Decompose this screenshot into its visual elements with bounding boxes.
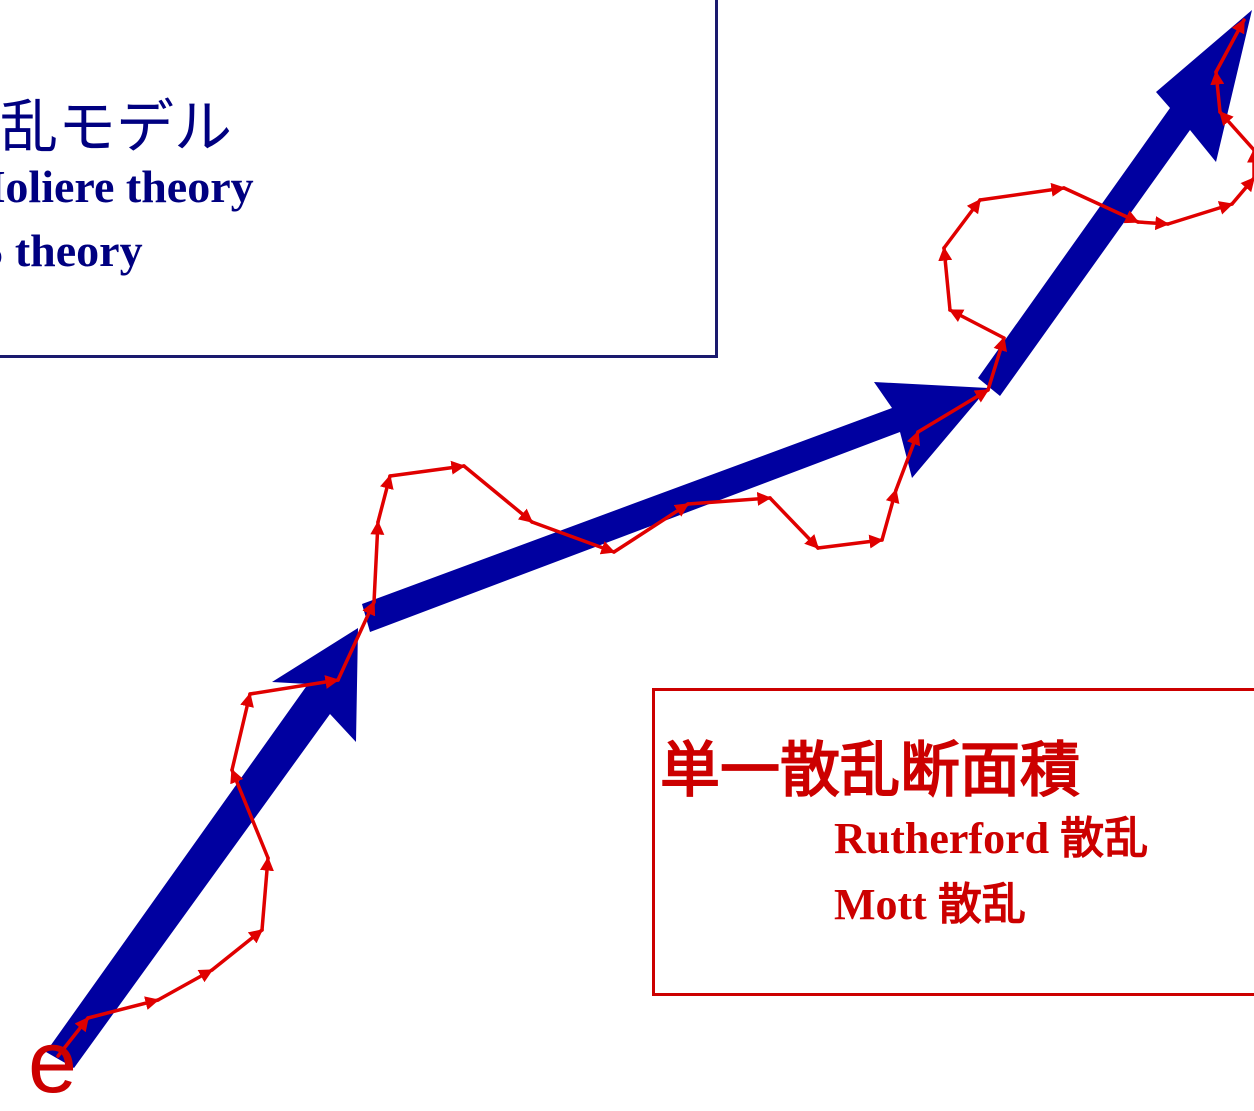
scattering-step-arrow <box>462 464 534 524</box>
rutherford-scattering-label: Rutherford 散乱 <box>834 814 1149 863</box>
scattering-step-arrow <box>1218 110 1254 152</box>
scattering-step-arrow <box>56 1016 90 1058</box>
single-scattering-steps <box>56 18 1254 1058</box>
scattering-step-arrow <box>938 246 953 312</box>
scattering-step-arrow <box>816 534 884 550</box>
scattering-step-arrow <box>1230 176 1254 206</box>
main-arrow-segment-2 <box>362 382 988 632</box>
scattering-step-arrow <box>530 520 616 555</box>
main-arrow-segment-3 <box>978 10 1252 396</box>
scattering-step-arrow <box>210 928 264 972</box>
scattering-step-arrow <box>230 692 254 772</box>
main-arrow-segment-1 <box>46 628 358 1068</box>
scattering-step-arrow <box>1136 216 1170 231</box>
multiple-scattering-title: 散乱モデル <box>0 93 233 161</box>
scattering-step-arrow <box>388 460 466 478</box>
scattering-step-arrow <box>86 996 160 1020</box>
scattering-step-arrow <box>978 182 1066 202</box>
scattering-step-arrow <box>156 968 214 1002</box>
single-scattering-title: 単一散乱断面積 <box>660 736 1080 806</box>
scattering-step-arrow <box>686 491 772 506</box>
scattering-step-arrow <box>986 336 1007 392</box>
scattering-step-arrow <box>248 675 340 696</box>
scattering-step-arrow <box>942 198 982 250</box>
scattering-step-arrow <box>259 856 274 932</box>
scattering-step-arrow <box>880 488 900 542</box>
moliere-theory-label: Moliere theory <box>0 161 254 212</box>
single-scattering-box <box>652 688 1254 996</box>
scattering-step-arrow <box>916 388 990 434</box>
scattering-step-arrow <box>336 600 376 682</box>
gs-theory-label: GS theory <box>0 225 143 276</box>
scattering-step-arrow <box>1210 70 1225 114</box>
scattering-step-arrow <box>376 474 394 524</box>
scattering-step-arrow <box>1062 186 1140 224</box>
scattering-step-arrow <box>370 520 385 604</box>
mott-scattering-label: Mott 散乱 <box>834 880 1026 929</box>
scattering-step-arrow <box>230 768 270 860</box>
scattering-step-arrow <box>1214 18 1246 74</box>
scattering-step-arrow <box>1166 201 1234 226</box>
multiple-scattering-box <box>0 0 718 358</box>
scattering-step-arrow <box>894 430 921 492</box>
scattering-step-arrow <box>612 502 690 554</box>
electron-label: e <box>28 1012 77 1111</box>
scattering-step-arrow <box>948 308 1006 340</box>
scattering-step-arrow <box>768 496 820 550</box>
